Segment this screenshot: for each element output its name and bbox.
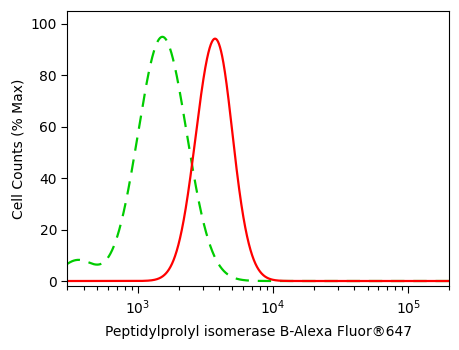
X-axis label: Peptidylprolyl isomerase B-Alexa Fluor®647: Peptidylprolyl isomerase B-Alexa Fluor®6… (105, 325, 411, 339)
Y-axis label: Cell Counts (% Max): Cell Counts (% Max) (11, 78, 25, 219)
